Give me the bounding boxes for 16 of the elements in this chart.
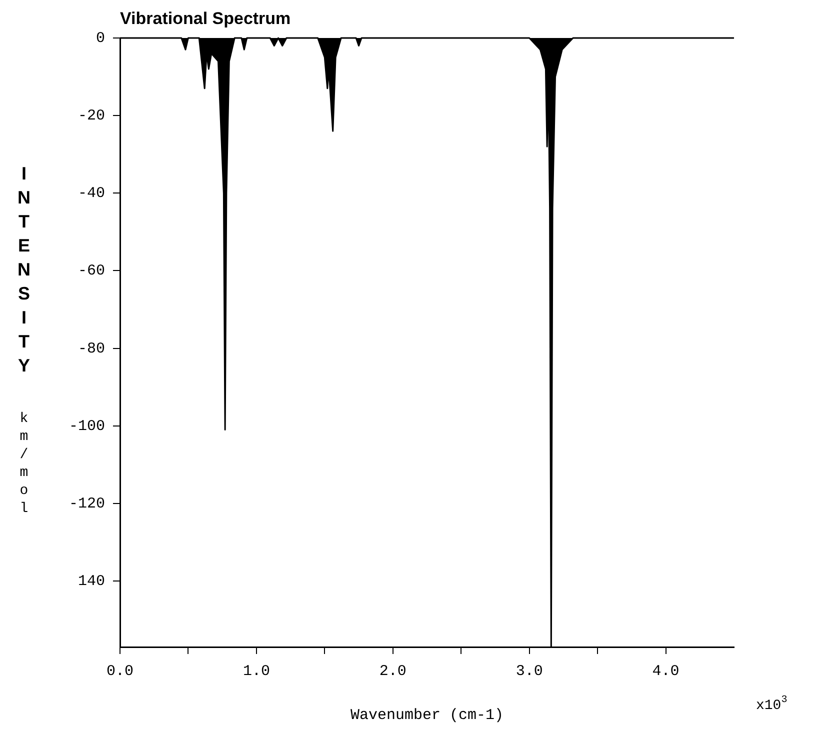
y-tick-label: 140 — [78, 573, 105, 590]
y-tick-label: -80 — [78, 340, 105, 358]
x-tick-label: 0.0 — [106, 662, 134, 680]
y-tick-label: -20 — [78, 108, 105, 125]
text: INTENSITY km/mol — [18, 163, 30, 518]
y-tick-label: -60 — [78, 262, 105, 280]
y-tick-label: 0 — [96, 30, 105, 47]
y-tick-label: -120 — [68, 495, 105, 512]
x-tick-label: 4.0 — [652, 662, 680, 680]
x-tick-label: 3.0 — [516, 662, 543, 680]
x-axis-title: Wavenumber (cm-1) — [350, 706, 504, 724]
y-tick-label: -40 — [78, 185, 105, 202]
x-tick-label: 2.0 — [379, 662, 406, 680]
x-tick-label: 1.0 — [242, 662, 270, 680]
chart-title: Vibrational Spectrum — [120, 9, 291, 28]
y-tick-label: -100 — [68, 418, 105, 435]
